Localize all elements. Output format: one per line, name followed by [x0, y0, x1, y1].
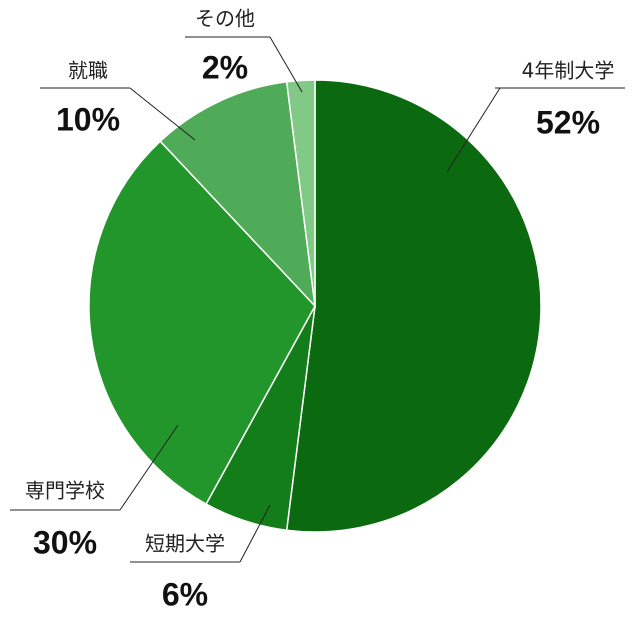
value-label: 6%	[162, 576, 208, 612]
value-label: 2%	[202, 49, 248, 85]
value-label: 10%	[56, 101, 120, 137]
value-label: 30%	[33, 524, 97, 560]
category-label: その他	[195, 7, 255, 31]
leader-line	[129, 87, 196, 141]
leader-line	[269, 36, 303, 93]
value-label: 52%	[536, 104, 600, 140]
category-label: 就職	[68, 59, 108, 83]
pie-slice	[88, 140, 316, 506]
category-label: 短期大学	[145, 532, 225, 556]
leader-line	[239, 504, 271, 563]
leader-line	[446, 87, 501, 173]
category-label: 専門学校	[25, 479, 105, 503]
pie-slice	[285, 79, 542, 533]
category-label: 4年制大学	[522, 59, 615, 83]
pie-slice	[285, 79, 316, 307]
leader-line	[119, 424, 179, 511]
pie-slice	[159, 80, 317, 309]
